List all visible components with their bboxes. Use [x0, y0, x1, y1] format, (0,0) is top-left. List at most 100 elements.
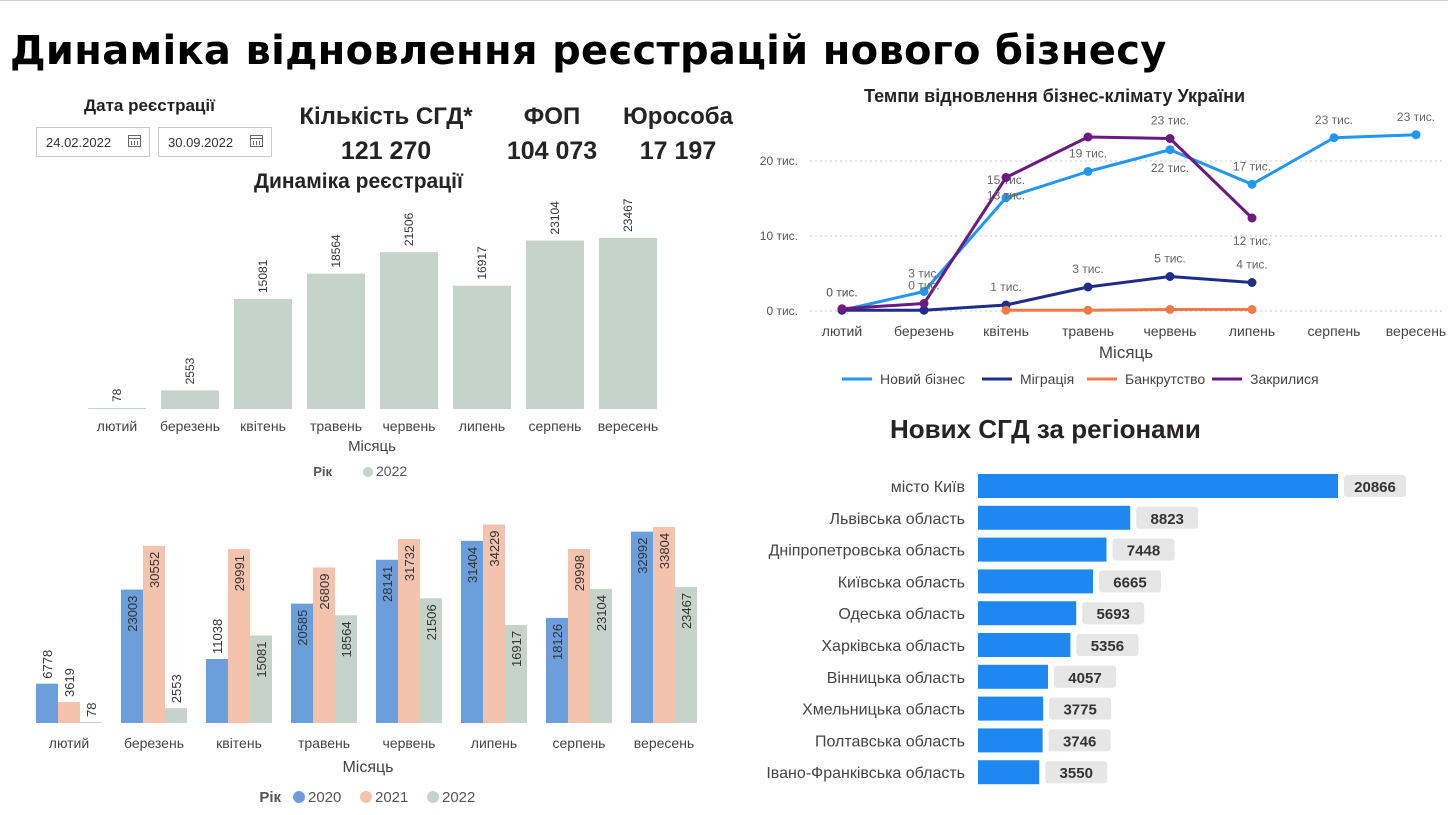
legend-label: Закрилися [1250, 371, 1319, 387]
bar-2022-квітень [234, 299, 292, 409]
series-line-closed [841, 135, 1254, 311]
bar-value-label: 23104 [594, 595, 609, 631]
x-tick-label: березень [124, 735, 184, 751]
regions-bar-chart: місто Київ 20866 Львівська область 8823 Дніп… [766, 474, 1406, 785]
data-label: 23 тис. [1151, 114, 1189, 128]
bar-2022-лютий [88, 408, 146, 409]
bar-value-label: 78 [84, 703, 99, 717]
value-label-bg [1082, 602, 1145, 625]
legend-label: 2022 [442, 789, 475, 806]
data-label: 0 тис. [908, 279, 940, 293]
bar-value-label: 23104 [548, 201, 562, 235]
region-value-label: 7448 [1127, 543, 1160, 560]
kpi-fop-label: ФОП [523, 103, 581, 130]
kpi-fop-value: 104 073 [506, 137, 598, 165]
legend-label: Банкрутство [1125, 371, 1205, 387]
bar-2022-травень [335, 615, 357, 723]
series-line-new-business [841, 133, 1417, 312]
bar-2021-лютий [58, 702, 80, 723]
region-label: місто Київ [891, 479, 965, 496]
point-new-business [1083, 167, 1093, 176]
bar-2022-квітень [250, 635, 272, 723]
bar-value-label: 2553 [169, 674, 184, 703]
x-tick-label: вересень [634, 735, 694, 751]
x-tick-label: серпень [553, 735, 606, 751]
point-closed [919, 299, 929, 308]
bar-2020-вересень [631, 531, 653, 723]
region-label: Івано-Франківська область [766, 765, 965, 782]
bar-2022-серпень [526, 240, 584, 409]
data-label: 22 тис. [1151, 161, 1189, 175]
x-tick-label: березень [894, 323, 954, 339]
region-value-label: 5693 [1097, 606, 1130, 623]
point-new-business [1411, 130, 1421, 140]
region-value-label: 3550 [1060, 765, 1093, 782]
bar-value-label: 18564 [339, 621, 354, 657]
region-bar [978, 664, 1048, 689]
region-label: Харківська область [821, 638, 965, 655]
value-label-bg [1053, 665, 1116, 688]
date-from-input[interactable]: 24.02.2022 [36, 127, 150, 157]
data-label: 1 тис. [990, 280, 1022, 294]
bar-value-label: 32992 [635, 538, 650, 574]
date-to-input[interactable]: 30.09.2022 [158, 127, 272, 157]
region-bar [978, 474, 1338, 498]
kpi-total: Кількість СГД* 121 270 [292, 103, 480, 166]
value-label-bg [1136, 506, 1199, 529]
legend-marker-2022 [427, 791, 439, 803]
bar-value-label: 31732 [402, 545, 417, 581]
x-tick-label: серпень [529, 418, 582, 434]
value-label-bg [1098, 570, 1161, 593]
bar-2022-лютий [80, 722, 102, 723]
point-migration [1083, 282, 1093, 292]
kpi-legal: Юрособа 17 197 [608, 103, 748, 166]
bar-value-label: 34229 [487, 530, 502, 566]
bar-value-label: 29991 [232, 555, 247, 591]
point-new-business [1247, 179, 1257, 189]
date-from-value: 24.02.2022 [46, 135, 112, 150]
region-value-label: 8823 [1151, 511, 1184, 528]
registration-bar-chart: 78 лютий 2553 березень 15081 квітень 18564 трав… [88, 198, 658, 479]
bar-2022-червень [420, 598, 442, 723]
legend-marker-2020 [293, 791, 305, 803]
date-filter-label: Дата реєстрації [84, 96, 215, 115]
point-bankruptcy [1247, 305, 1257, 314]
region-bar [978, 569, 1093, 594]
data-label: 4 тис. [1236, 258, 1268, 272]
point-closed [1247, 213, 1257, 223]
point-new-business [1165, 145, 1175, 155]
region-label: Вінницька область [827, 670, 965, 687]
calendar-icon[interactable] [250, 135, 263, 147]
region-value-label: 6665 [1113, 574, 1146, 591]
series-line-bankruptcy [1006, 308, 1252, 312]
x-tick-label: лютий [822, 323, 862, 339]
bar-value-label: 21506 [424, 604, 439, 640]
x-tick-label: серпень [1308, 323, 1361, 339]
legend-label: 2020 [308, 789, 341, 806]
data-label: 19 тис. [1069, 147, 1107, 161]
legend-title: Рік [313, 464, 332, 479]
bar-value-label: 11038 [210, 619, 225, 654]
bar-value-label: 18126 [550, 624, 565, 660]
x-tick-label: червень [1144, 323, 1197, 339]
bar-value-label: 23003 [125, 596, 140, 632]
calendar-icon[interactable] [128, 135, 141, 147]
point-closed [837, 304, 847, 314]
value-label-bg [1112, 538, 1175, 561]
x-axis-label: Місяць [348, 438, 396, 455]
point-new-business [1001, 193, 1011, 203]
bar-2022-липень [453, 285, 511, 409]
region-label: Одеська область [838, 606, 965, 623]
kpi-total-value: 121 270 [340, 137, 432, 165]
legend-marker-2021 [360, 791, 372, 803]
data-label: 18 тис. [987, 189, 1025, 203]
x-axis-label: Місяць [342, 759, 393, 776]
legend-label: 2021 [375, 789, 408, 806]
value-label-bg [1048, 729, 1111, 752]
legend-label: Міграція [1020, 371, 1074, 387]
region-label: Хмельницька область [802, 702, 965, 719]
x-tick-label: лютий [49, 735, 89, 751]
chart1-title: Динаміка реєстрації [254, 170, 463, 193]
data-label: 5 тис. [1154, 252, 1186, 266]
chart2-title: Темпи відновлення бізнес-клімату України [864, 86, 1246, 106]
